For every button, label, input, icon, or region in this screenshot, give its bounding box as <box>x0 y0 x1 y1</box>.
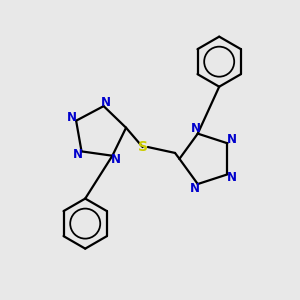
Text: N: N <box>111 153 121 166</box>
Text: N: N <box>190 182 200 195</box>
Text: N: N <box>101 96 111 109</box>
Text: N: N <box>191 122 201 135</box>
Text: N: N <box>227 133 237 146</box>
Text: S: S <box>138 140 148 154</box>
Text: N: N <box>73 148 83 161</box>
Text: N: N <box>67 111 77 124</box>
Text: N: N <box>227 171 237 184</box>
